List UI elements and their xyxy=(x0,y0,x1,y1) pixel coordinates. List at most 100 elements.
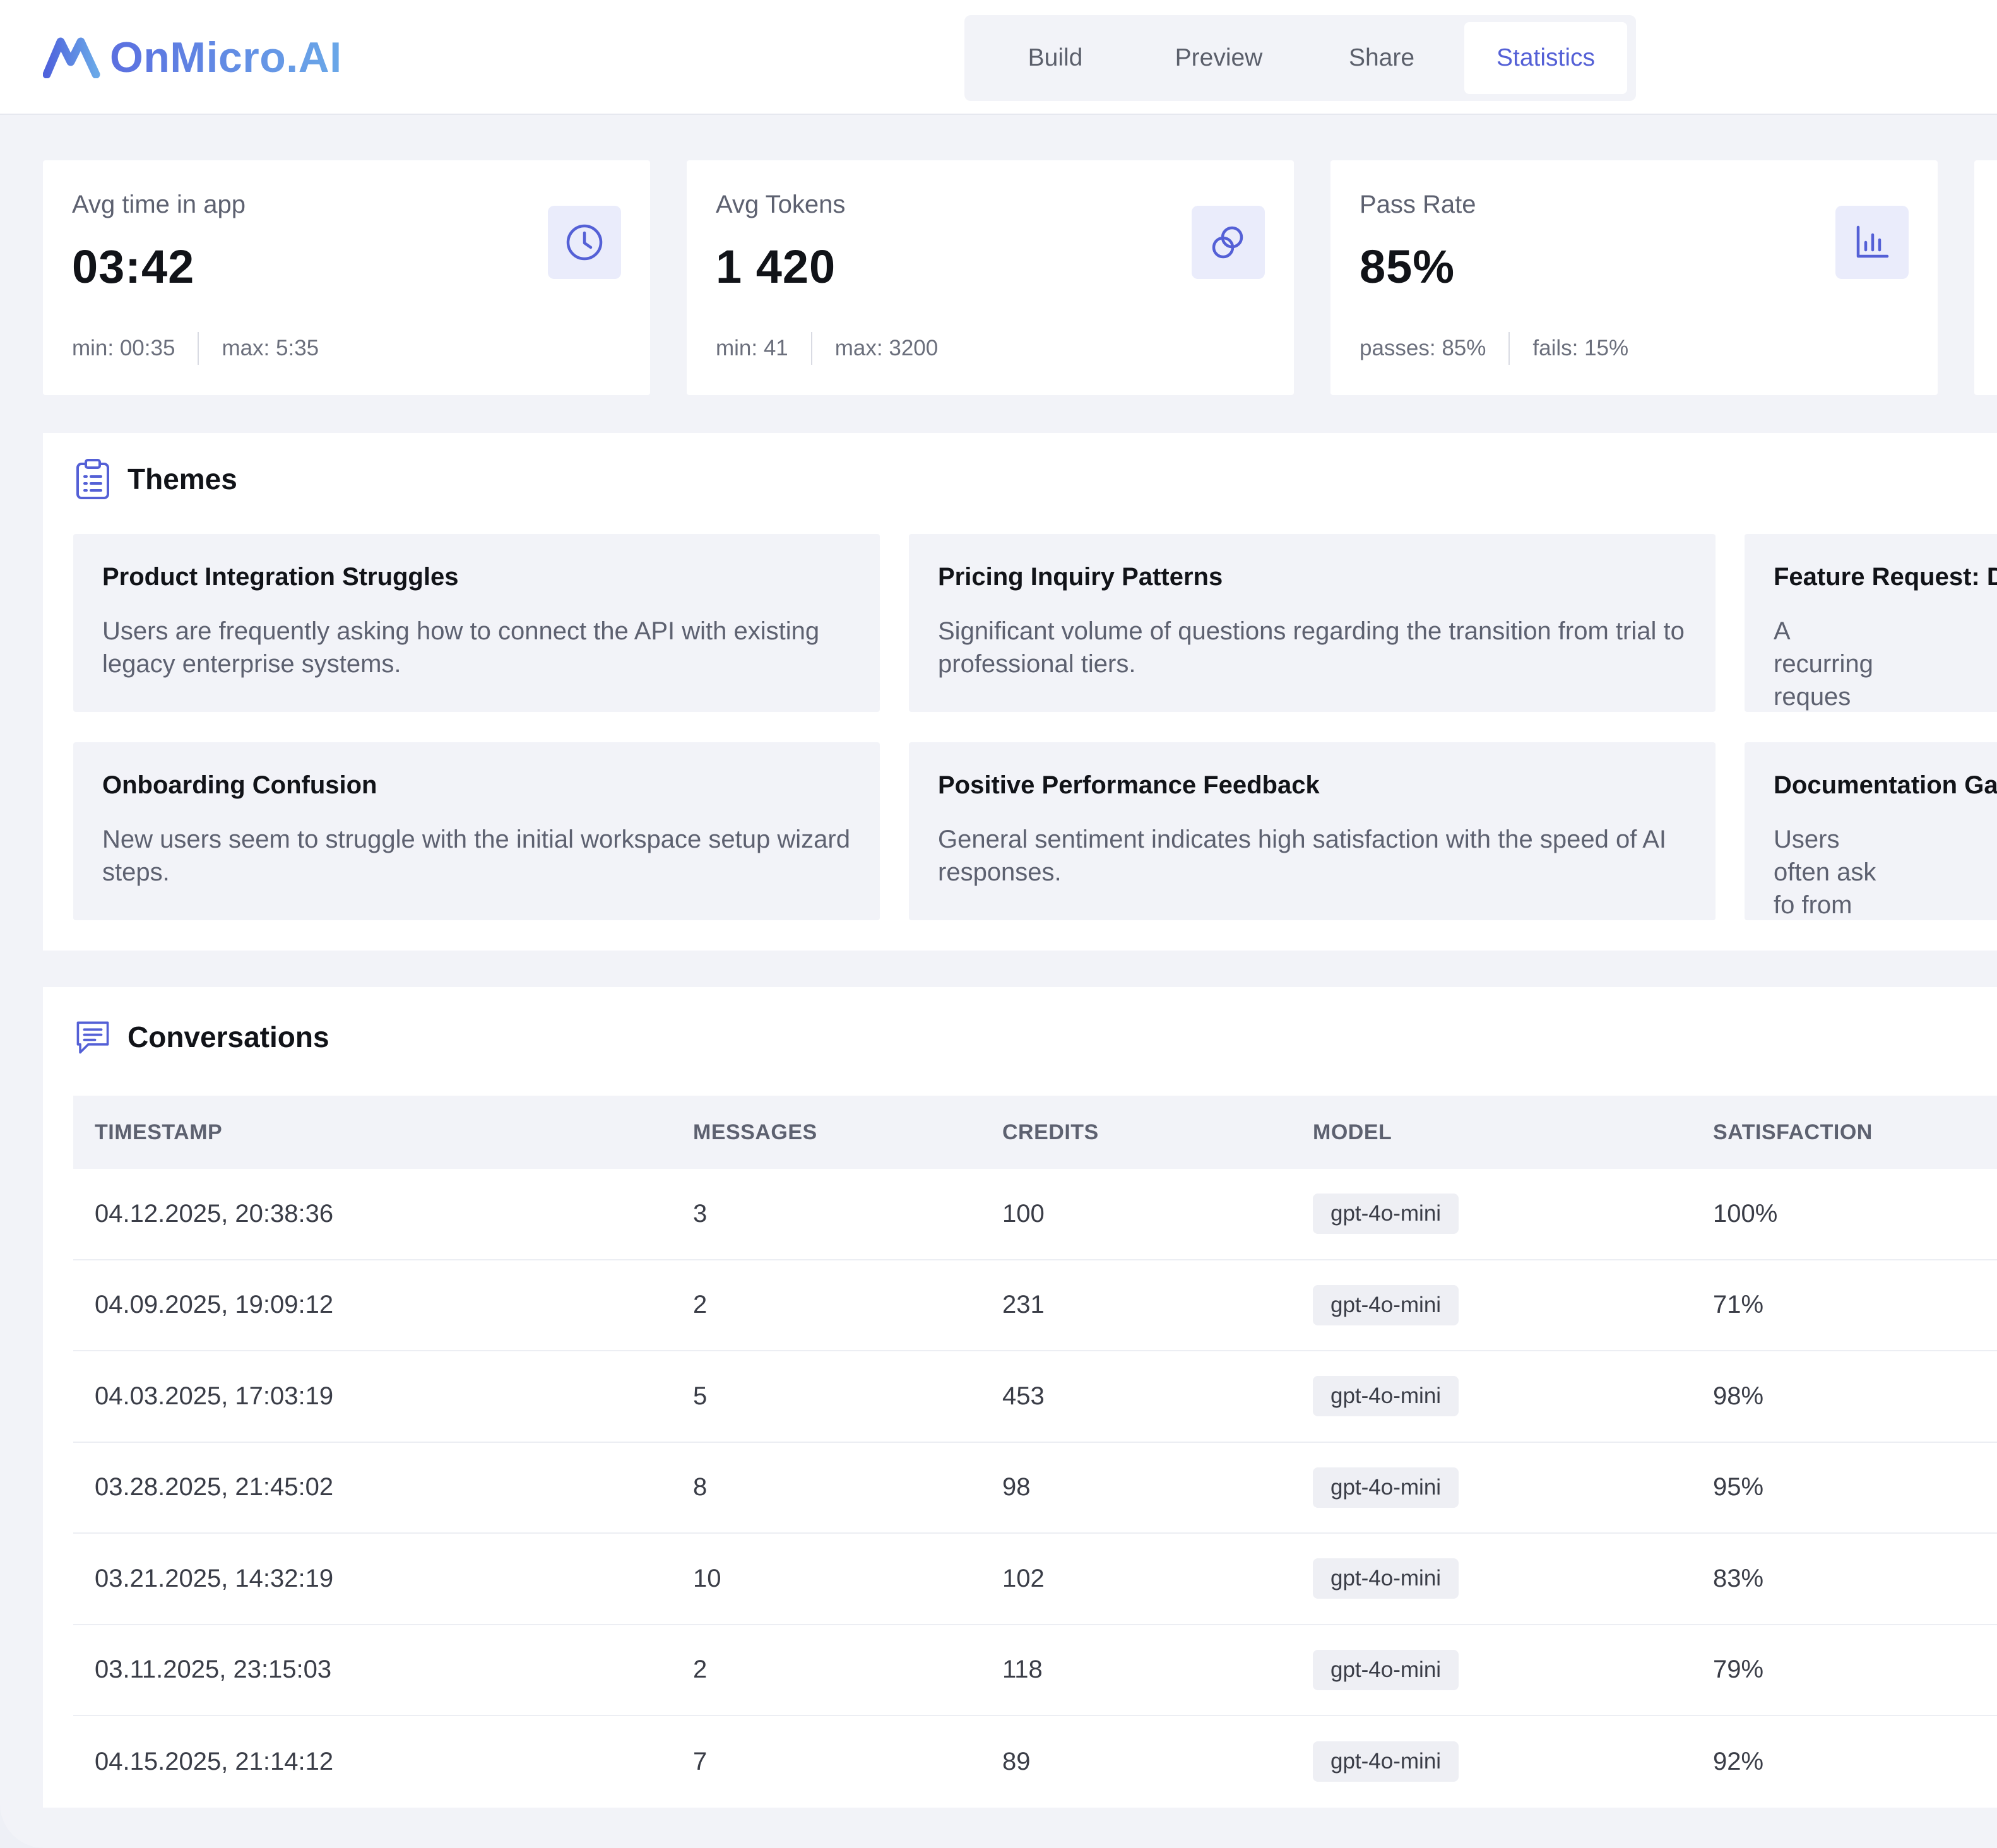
cell-satisfaction: 83% xyxy=(1713,1564,1764,1592)
cell-model: gpt-4o-mini xyxy=(1313,1376,1713,1417)
divider xyxy=(1508,332,1510,365)
cell-satisfaction: 98% xyxy=(1713,1382,1764,1410)
theme-card[interactable]: Onboarding Confusion New users seem to s… xyxy=(73,742,880,920)
cell-satisfaction: 95% xyxy=(1713,1473,1764,1502)
stat-min: min: 00:35 xyxy=(72,336,175,360)
cell-model: gpt-4o-mini xyxy=(1313,1649,1713,1690)
chat-icon xyxy=(76,1021,109,1054)
stat-label: Avg Tokens xyxy=(716,191,846,218)
themes-title: Themes xyxy=(127,463,237,495)
conversations-title: Conversations xyxy=(127,1021,329,1053)
theme-description: General sentiment indicates high satisfa… xyxy=(938,826,1667,886)
table-row[interactable]: 04.12.2025, 20:38:36 3 100 gpt-4o-mini 100% xyxy=(73,1169,1997,1260)
tab-build[interactable]: Build xyxy=(1028,44,1083,71)
table-row[interactable]: 03.28.2025, 21:45:02 8 98 gpt-4o-mini 95% xyxy=(73,1443,1997,1534)
cell-messages: 7 xyxy=(693,1747,708,1775)
theme-description: New users seem to struggle with the init… xyxy=(102,826,850,886)
themes-panel: Themes Product Integration Struggles Use… xyxy=(43,433,1997,951)
cell-messages: 3 xyxy=(693,1199,708,1228)
cell-messages: 5 xyxy=(693,1382,708,1410)
logo-mark-icon xyxy=(43,37,100,78)
theme-card[interactable]: Documentation Ga Users often ask fo from… xyxy=(1745,742,1997,920)
stat-min: min: 41 xyxy=(716,336,788,360)
stat-passes: passes: 85% xyxy=(1360,336,1486,360)
cell-timestamp: 03.11.2025, 23:15:03 xyxy=(95,1656,332,1684)
theme-title: Onboarding Confusion xyxy=(102,771,377,799)
stat-label: Pass Rate xyxy=(1360,191,1476,218)
model-badge: gpt-4o-mini xyxy=(1313,1467,1459,1508)
tab-statistics[interactable]: Statistics xyxy=(1464,22,1627,94)
stat-label: Avg time in app xyxy=(72,191,246,218)
theme-title: Product Integration Struggles xyxy=(102,563,459,591)
model-badge: gpt-4o-mini xyxy=(1313,1741,1459,1782)
stat-card-avg-time: Avg time in app 03:42 min: 00:35 max: 5:… xyxy=(43,160,650,395)
cell-messages: 10 xyxy=(693,1564,721,1592)
stat-range: min: 00:35 max: 5:35 xyxy=(72,332,319,365)
model-badge: gpt-4o-mini xyxy=(1313,1649,1459,1690)
cell-satisfaction: 92% xyxy=(1713,1747,1764,1775)
top-header: OnMicro.AI Build Preview Share Statistic… xyxy=(0,0,1997,115)
tab-share[interactable]: Share xyxy=(1348,44,1415,71)
table-row[interactable]: 04.03.2025, 17:03:19 5 453 gpt-4o-mini 98% xyxy=(73,1351,1997,1443)
column-header-satisfaction[interactable]: SATISFACTION xyxy=(1713,1120,1873,1144)
table-row[interactable]: 04.15.2025, 21:14:12 7 89 gpt-4o-mini 92% xyxy=(73,1716,1997,1808)
tokens-icon xyxy=(1192,206,1265,279)
theme-card[interactable]: Feature Request: D A recurring reques da… xyxy=(1745,534,1997,712)
stat-value: 1 420 xyxy=(716,240,836,293)
conversations-header: Conversations xyxy=(74,1016,329,1058)
stat-max: max: 3200 xyxy=(834,336,939,360)
cell-satisfaction: 100% xyxy=(1713,1199,1778,1228)
cell-satisfaction: 71% xyxy=(1713,1291,1764,1319)
cell-credits: 118 xyxy=(1002,1656,1043,1684)
cell-credits: 98 xyxy=(1002,1473,1031,1502)
stat-fails: fails: 15% xyxy=(1532,336,1629,360)
theme-description: Users often ask fo from the official do xyxy=(1774,826,1876,919)
stat-value: 03:42 xyxy=(72,240,195,293)
table-row[interactable]: 03.21.2025, 14:32:19 10 102 gpt-4o-mini 83% xyxy=(73,1534,1997,1625)
cell-credits: 89 xyxy=(1002,1747,1031,1775)
cell-satisfaction: 79% xyxy=(1713,1656,1764,1684)
column-header-model[interactable]: MODEL xyxy=(1313,1120,1392,1144)
cell-credits: 453 xyxy=(1002,1382,1045,1410)
cell-model: gpt-4o-mini xyxy=(1313,1194,1713,1235)
theme-description: A recurring reques dashboard screens xyxy=(1774,617,1873,711)
cell-model: gpt-4o-mini xyxy=(1313,1741,1713,1782)
theme-title: Pricing Inquiry Patterns xyxy=(938,563,1223,591)
cell-model: gpt-4o-mini xyxy=(1313,1284,1713,1325)
cell-timestamp: 04.09.2025, 19:09:12 xyxy=(95,1291,334,1319)
theme-card[interactable]: Product Integration Struggles Users are … xyxy=(73,534,880,712)
table-row[interactable]: 04.09.2025, 19:09:12 2 231 gpt-4o-mini 71% xyxy=(73,1260,1997,1351)
tab-preview[interactable]: Preview xyxy=(1175,44,1263,71)
model-badge: gpt-4o-mini xyxy=(1313,1558,1459,1599)
cell-credits: 100 xyxy=(1002,1199,1045,1228)
themes-header: Themes xyxy=(74,458,237,500)
stat-value: 85% xyxy=(1360,240,1455,293)
clock-icon xyxy=(548,206,621,279)
cell-model: gpt-4o-mini xyxy=(1313,1558,1713,1599)
column-header-timestamp[interactable]: TIMESTAMP xyxy=(95,1120,223,1144)
cell-model: gpt-4o-mini xyxy=(1313,1467,1713,1508)
cell-timestamp: 04.03.2025, 17:03:19 xyxy=(95,1382,334,1410)
model-badge: gpt-4o-mini xyxy=(1313,1194,1459,1235)
column-header-messages[interactable]: MESSAGES xyxy=(693,1120,817,1144)
cell-timestamp: 04.15.2025, 21:14:12 xyxy=(95,1747,334,1775)
cell-credits: 231 xyxy=(1002,1291,1045,1319)
column-header-credits[interactable]: CREDITS xyxy=(1002,1120,1099,1144)
main-tabs: Build Preview Share Statistics xyxy=(964,15,1636,101)
divider xyxy=(198,332,199,365)
table-row[interactable]: 03.11.2025, 23:15:03 2 118 gpt-4o-mini 79% xyxy=(73,1625,1997,1716)
theme-description: Users are frequently asking how to conne… xyxy=(102,617,820,678)
conversations-table: TIMESTAMP MESSAGES CREDITS MODEL SATISFA… xyxy=(73,1096,1997,1808)
cell-messages: 2 xyxy=(693,1656,708,1684)
theme-card[interactable]: Pricing Inquiry Patterns Significant vol… xyxy=(909,534,1716,712)
theme-description: Significant volume of questions regardin… xyxy=(938,617,1685,678)
stat-range: min: 41 max: 3200 xyxy=(716,332,938,365)
table-body: 04.12.2025, 20:38:36 3 100 gpt-4o-mini 100% 0… xyxy=(73,1169,1997,1808)
cell-credits: 102 xyxy=(1002,1564,1045,1592)
brand-logo[interactable]: OnMicro.AI xyxy=(43,33,342,82)
stat-breakdown: passes: 85% fails: 15% xyxy=(1360,332,1628,365)
brand-name: OnMicro.AI xyxy=(110,33,342,81)
cell-timestamp: 03.28.2025, 21:45:02 xyxy=(95,1473,334,1502)
theme-card[interactable]: Positive Performance Feedback General se… xyxy=(909,742,1716,920)
